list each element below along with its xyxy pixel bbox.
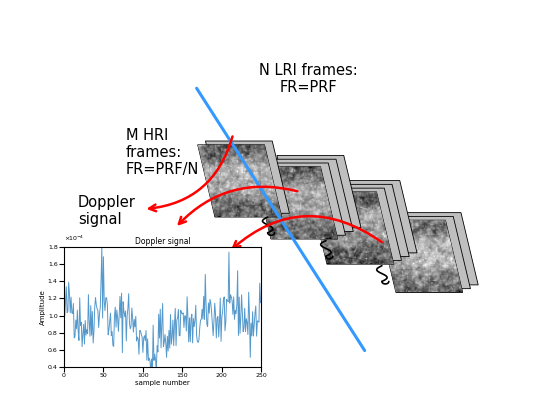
Polygon shape: [206, 141, 290, 213]
Title: Doppler signal: Doppler signal: [135, 237, 191, 246]
Polygon shape: [317, 188, 401, 260]
Text: N LRI frames:
FR=PRF: N LRI frames: FR=PRF: [259, 63, 358, 95]
Polygon shape: [379, 220, 463, 293]
Polygon shape: [333, 181, 417, 253]
Polygon shape: [386, 216, 470, 289]
Polygon shape: [198, 145, 282, 217]
Polygon shape: [394, 213, 478, 285]
Polygon shape: [277, 155, 361, 228]
Polygon shape: [254, 167, 337, 239]
Text: $\times\!10^{-4}$: $\times\!10^{-4}$: [64, 234, 85, 243]
Text: Doppler
signal: Doppler signal: [78, 195, 136, 227]
Polygon shape: [269, 159, 353, 231]
Polygon shape: [261, 163, 345, 235]
Polygon shape: [310, 192, 394, 264]
Y-axis label: Amplitude: Amplitude: [41, 289, 47, 325]
X-axis label: sample number: sample number: [135, 380, 190, 386]
Text: M HRI
frames:
FR=PRF/N: M HRI frames: FR=PRF/N: [126, 127, 199, 177]
Polygon shape: [325, 184, 409, 257]
